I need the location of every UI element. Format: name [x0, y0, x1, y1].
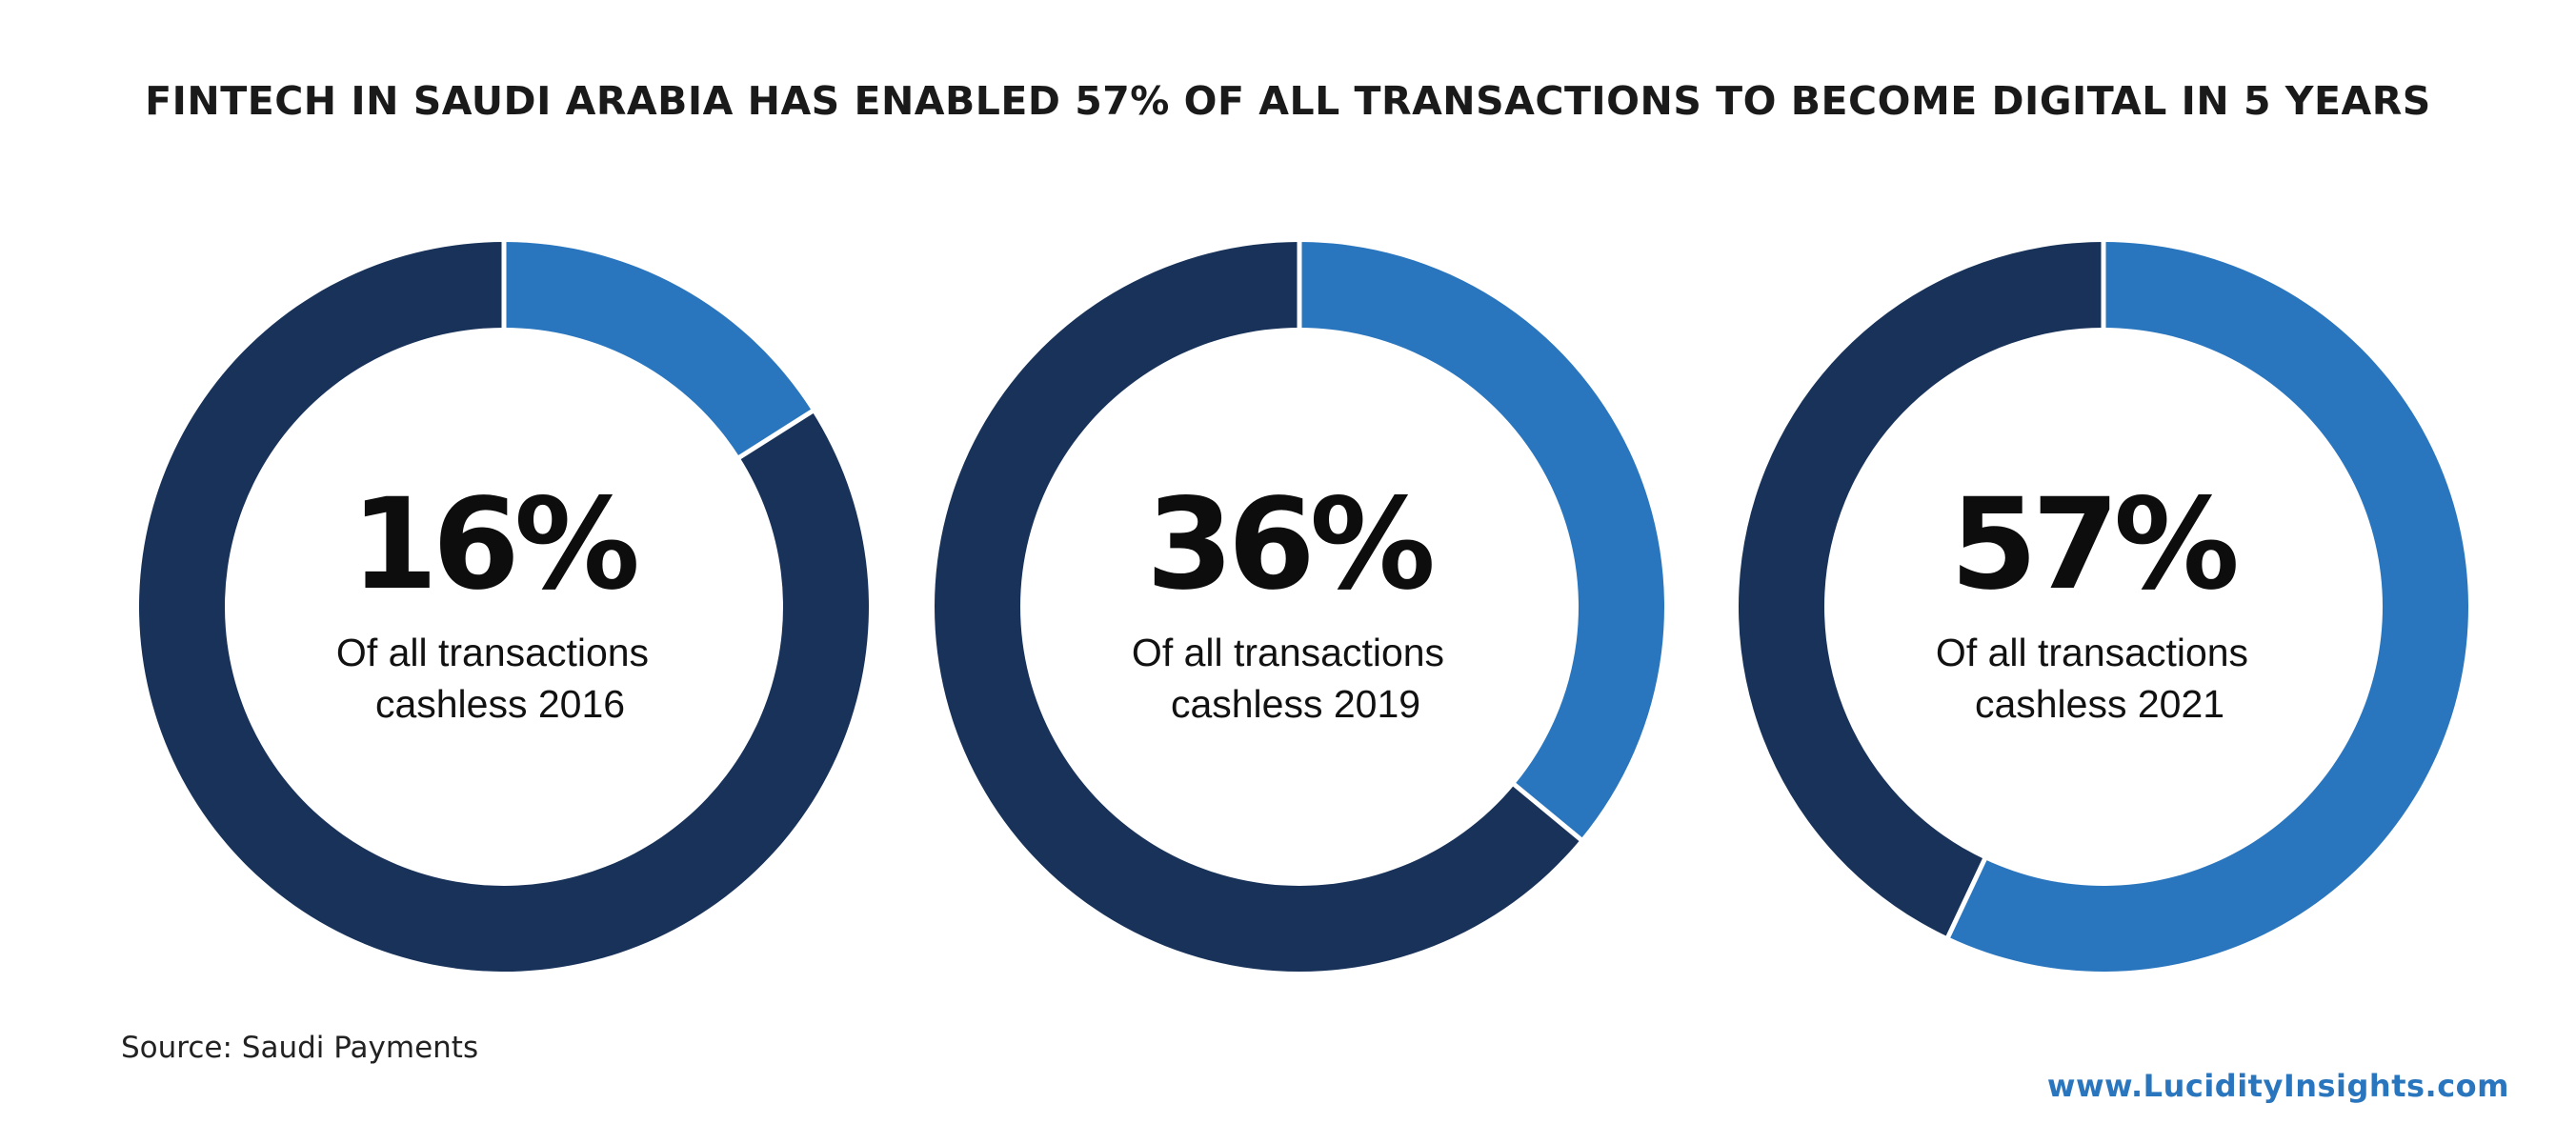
donut-slice-cashless-2019 — [1299, 242, 1664, 840]
donut-slice-cashless-2021 — [1947, 242, 2468, 972]
donut-slice-remaining-2021 — [1739, 242, 2103, 937]
donut-separator-end-2021 — [1944, 856, 1988, 940]
donut-slice-remaining-2019 — [934, 242, 1581, 972]
chart-title: FINTECH IN SAUDI ARABIA HAS ENABLED 57% … — [145, 78, 2431, 124]
donut-chart-2016: 16% Of all transactions cashless 2016 — [139, 240, 870, 972]
donut-chart-2019: 36% Of all transactions cashless 2019 — [934, 240, 1664, 972]
donut-caption-line2-2021: cashless 2021 — [1975, 682, 2224, 726]
donut-chart-2021: 57% Of all transactions cashless 2021 — [1739, 240, 2468, 972]
donut-caption-line1-2016: Of all transactions — [336, 631, 649, 674]
donut-caption-line2-2019: cashless 2019 — [1171, 682, 1420, 726]
donut-caption-line1-2019: Of all transactions — [1132, 631, 1444, 674]
donut-caption-line1-2021: Of all transactions — [1936, 631, 2248, 674]
source-note: Source: Saudi Payments — [121, 1031, 479, 1065]
donut-value-label-2021: 57% — [1950, 472, 2237, 618]
donut-value-label-2016: 16% — [351, 472, 637, 618]
donut-separator-end-2016 — [736, 408, 815, 461]
website-link[interactable]: www.LucidityInsights.com — [2046, 1068, 2509, 1104]
donut-value-label-2019: 36% — [1146, 472, 1433, 618]
donut-slice-cashless-2016 — [504, 242, 813, 458]
donut-separator-end-2019 — [1511, 781, 1584, 843]
donut-caption-line2-2016: cashless 2016 — [375, 682, 625, 726]
